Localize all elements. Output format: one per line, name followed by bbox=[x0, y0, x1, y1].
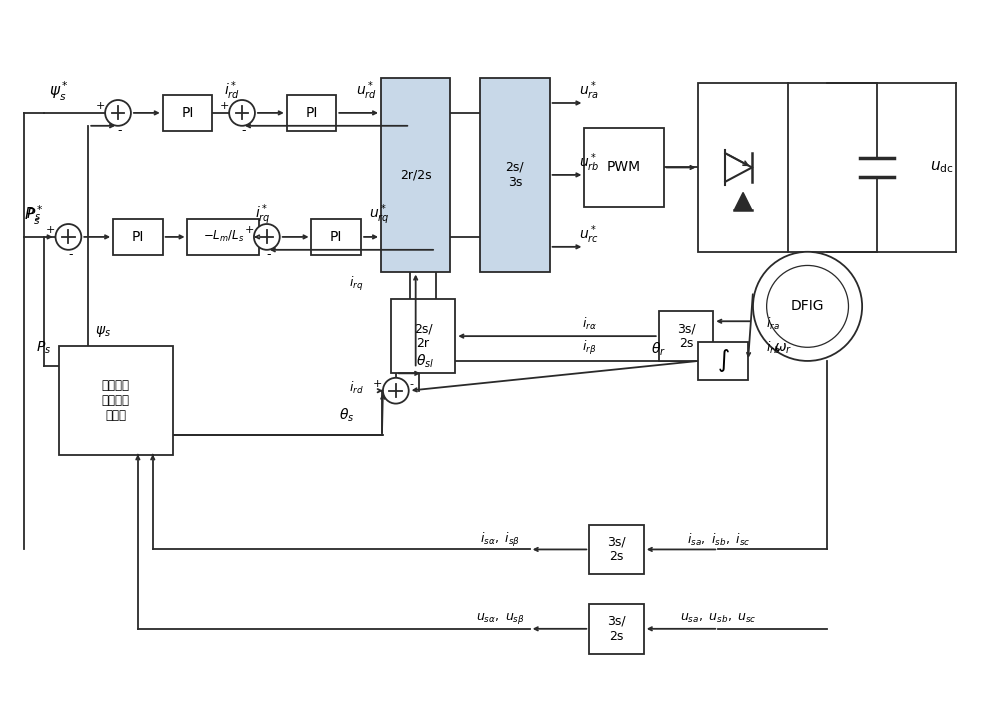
Text: $i_{r\alpha}$: $i_{r\alpha}$ bbox=[582, 316, 597, 333]
Text: -: - bbox=[68, 249, 73, 261]
Text: $P_s$: $P_s$ bbox=[36, 340, 51, 357]
Polygon shape bbox=[734, 193, 752, 210]
Text: $i_{rd}$: $i_{rd}$ bbox=[349, 380, 363, 396]
Text: 2r/2s: 2r/2s bbox=[400, 169, 431, 181]
Text: 2s/
2r: 2s/ 2r bbox=[414, 322, 432, 350]
Text: $i_{r\beta}$: $i_{r\beta}$ bbox=[582, 339, 596, 357]
Text: $i^*_{rd}$: $i^*_{rd}$ bbox=[224, 80, 240, 102]
Bar bbox=[589, 525, 644, 574]
Text: $\psi_s$: $\psi_s$ bbox=[95, 323, 111, 339]
Text: $\theta_s$: $\theta_s$ bbox=[339, 407, 354, 424]
Circle shape bbox=[753, 252, 862, 361]
Text: 定子磁链
与功率计
算模块: 定子磁链 与功率计 算模块 bbox=[102, 379, 130, 422]
Text: $u^*_{rd}$: $u^*_{rd}$ bbox=[356, 80, 377, 102]
Bar bbox=[391, 299, 455, 373]
Text: 3s/
2s: 3s/ 2s bbox=[677, 322, 695, 350]
Bar bbox=[698, 83, 788, 252]
Bar bbox=[287, 95, 336, 131]
Text: $i_{s\alpha},\ i_{s\beta}$: $i_{s\alpha},\ i_{s\beta}$ bbox=[480, 530, 520, 549]
Bar bbox=[113, 219, 163, 255]
Text: PWM: PWM bbox=[607, 160, 641, 174]
Text: $\theta_r$: $\theta_r$ bbox=[651, 340, 666, 358]
Bar bbox=[698, 342, 748, 380]
Circle shape bbox=[767, 265, 848, 347]
Circle shape bbox=[56, 224, 81, 250]
Text: $i_{sa},\ i_{sb},\ i_{sc}$: $i_{sa},\ i_{sb},\ i_{sc}$ bbox=[687, 532, 750, 548]
Text: 3s/
2s: 3s/ 2s bbox=[607, 535, 626, 563]
Circle shape bbox=[229, 100, 255, 126]
Text: $\theta_{sl}$: $\theta_{sl}$ bbox=[416, 352, 435, 370]
Text: $\omega_r$: $\omega_r$ bbox=[774, 342, 792, 357]
Text: +: + bbox=[220, 101, 229, 111]
Text: PI: PI bbox=[330, 230, 342, 244]
Circle shape bbox=[254, 224, 280, 250]
Text: +: + bbox=[244, 225, 254, 235]
Bar bbox=[381, 78, 450, 272]
Text: 2s/
3s: 2s/ 3s bbox=[506, 161, 524, 189]
Bar bbox=[659, 311, 713, 361]
Circle shape bbox=[105, 100, 131, 126]
Text: $i_{rq}$: $i_{rq}$ bbox=[349, 275, 363, 293]
Text: -: - bbox=[118, 124, 122, 137]
Bar bbox=[187, 219, 259, 255]
Text: +: + bbox=[373, 378, 383, 389]
Circle shape bbox=[383, 378, 409, 404]
Text: -: - bbox=[267, 249, 271, 261]
Text: $u^*_{rb}$: $u^*_{rb}$ bbox=[579, 152, 600, 174]
Text: $u_{s\alpha},\ u_{s\beta}$: $u_{s\alpha},\ u_{s\beta}$ bbox=[476, 611, 524, 626]
Bar bbox=[311, 219, 361, 255]
Text: PI: PI bbox=[305, 106, 318, 120]
Text: PI: PI bbox=[181, 106, 194, 120]
Text: $u_{\rm dc}$: $u_{\rm dc}$ bbox=[930, 160, 953, 175]
Text: 3s/
2s: 3s/ 2s bbox=[607, 615, 626, 642]
Text: $i_{ra}$: $i_{ra}$ bbox=[766, 316, 780, 333]
Text: $\psi^*_s$: $\psi^*_s$ bbox=[49, 80, 68, 102]
Text: $u^*_{rc}$: $u^*_{rc}$ bbox=[579, 224, 599, 246]
Text: +: + bbox=[46, 225, 55, 235]
Text: $-L_m/L_s$: $-L_m/L_s$ bbox=[203, 229, 244, 244]
Bar bbox=[59, 346, 173, 455]
Bar bbox=[584, 128, 664, 207]
Text: $u_{sa},\ u_{sb},\ u_{sc}$: $u_{sa},\ u_{sb},\ u_{sc}$ bbox=[680, 612, 757, 626]
Text: +: + bbox=[95, 101, 105, 111]
Text: $u^*_{ra}$: $u^*_{ra}$ bbox=[579, 80, 599, 102]
Text: $\int$: $\int$ bbox=[717, 347, 730, 374]
Bar bbox=[589, 604, 644, 654]
Text: $i^*_{rq}$: $i^*_{rq}$ bbox=[255, 203, 271, 227]
Text: -: - bbox=[242, 124, 246, 137]
Text: $i_{rb}$: $i_{rb}$ bbox=[766, 340, 780, 356]
Text: DFIG: DFIG bbox=[791, 299, 824, 313]
Text: -: - bbox=[410, 378, 414, 389]
Text: $u^*_{rq}$: $u^*_{rq}$ bbox=[369, 203, 389, 227]
Bar bbox=[163, 95, 212, 131]
Text: $P_s$: $P_s$ bbox=[26, 207, 41, 223]
Bar bbox=[480, 78, 550, 272]
Text: PI: PI bbox=[132, 230, 144, 244]
Text: $P^*_s$: $P^*_s$ bbox=[24, 203, 43, 227]
